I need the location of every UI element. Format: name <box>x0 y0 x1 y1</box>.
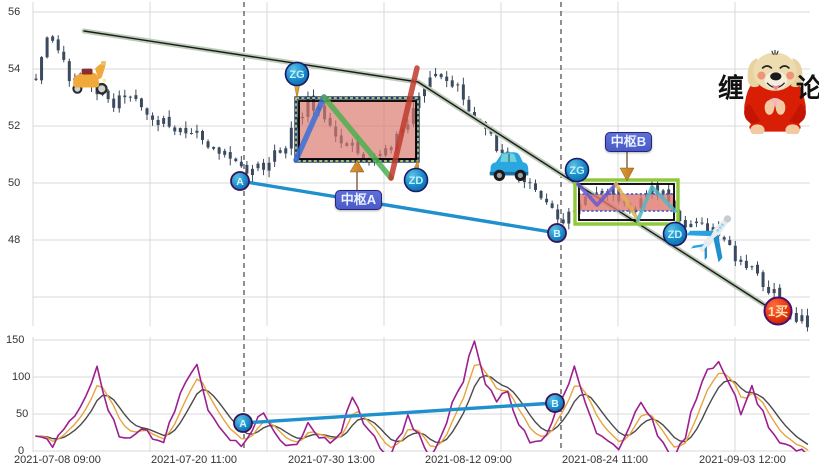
svg-text:1买: 1买 <box>768 304 788 319</box>
